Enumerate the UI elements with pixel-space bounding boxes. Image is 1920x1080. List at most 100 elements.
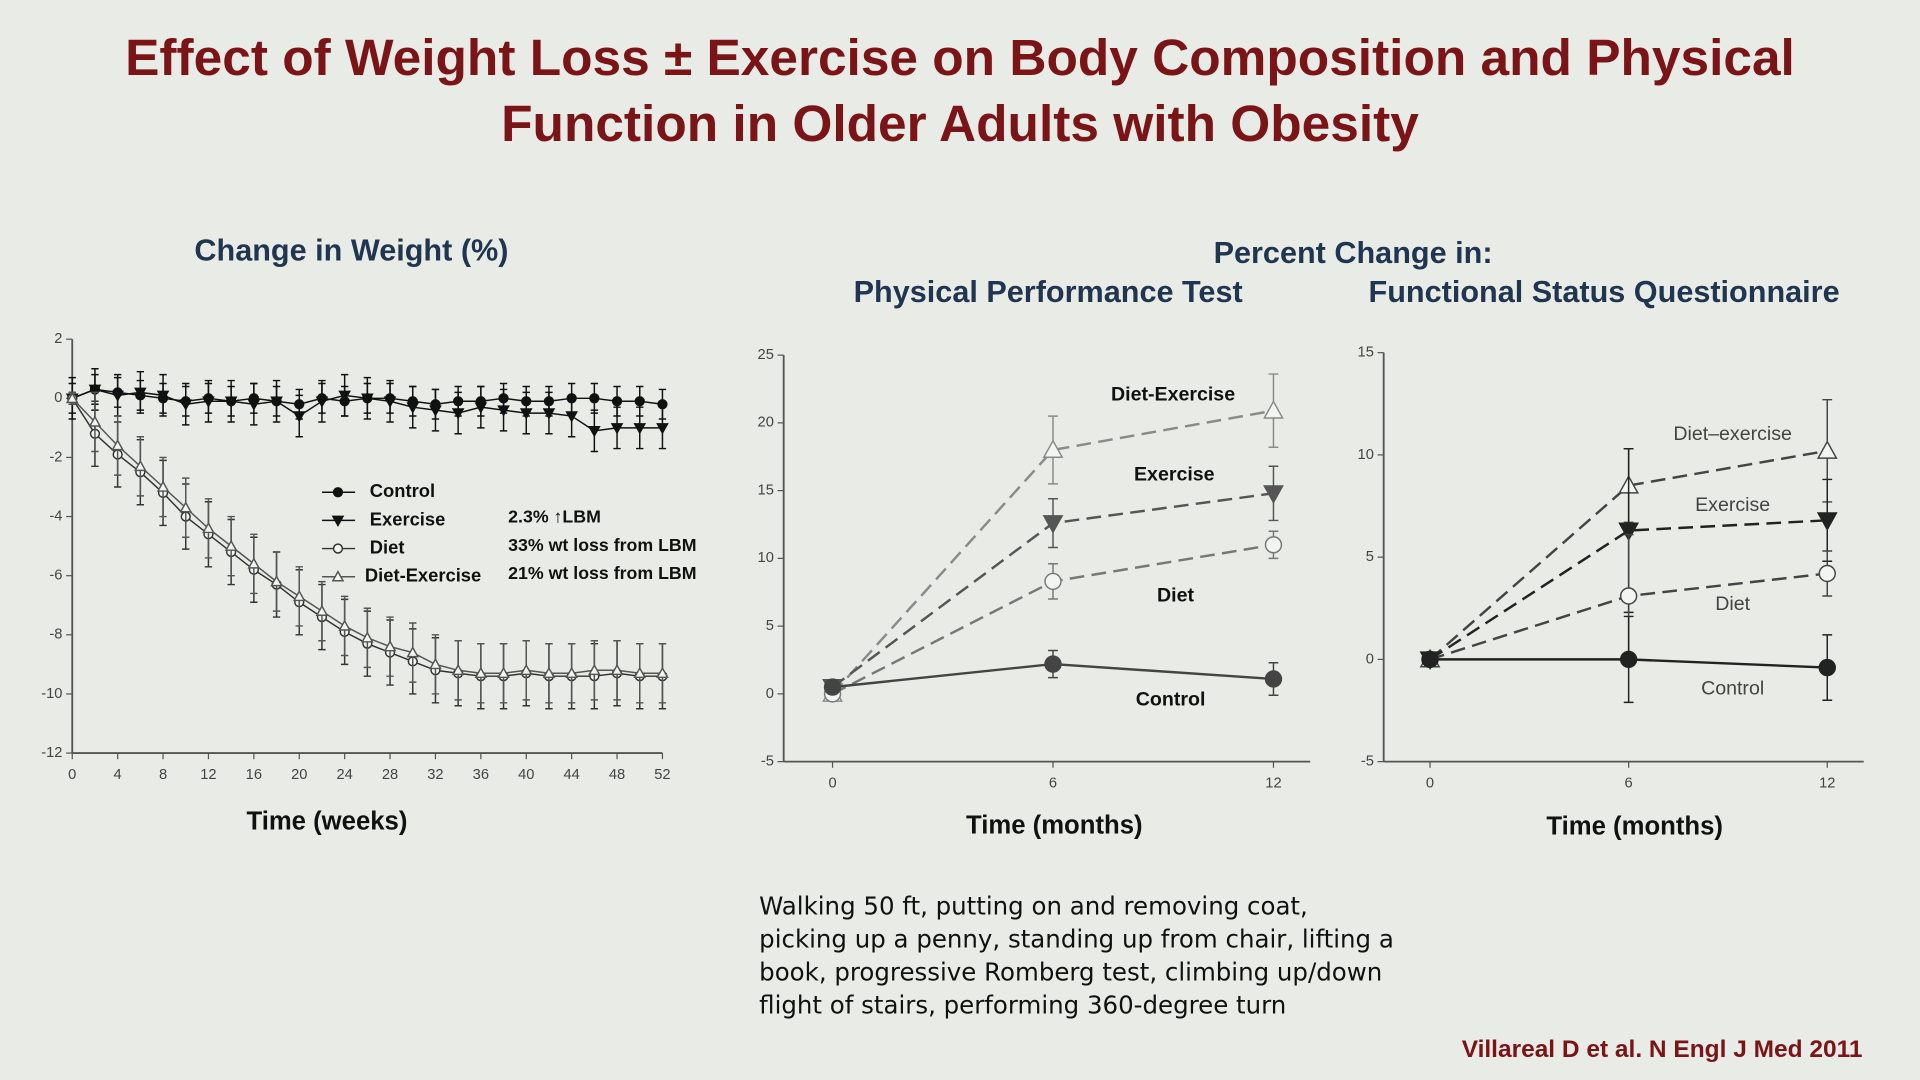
marker	[1044, 655, 1062, 673]
legend-marker	[332, 543, 344, 554]
x-tick-label: 12	[1819, 776, 1835, 792]
y-tick-label: -8	[49, 627, 62, 643]
x-tick-label: 12	[1265, 776, 1281, 792]
x-tick-label: 8	[159, 767, 167, 783]
x-tick-label: 0	[828, 776, 836, 792]
section-heading: Percent Change in:	[1214, 236, 1493, 270]
description: flight of stairs, performing 360-degree …	[759, 991, 1286, 1020]
marker	[292, 411, 306, 423]
marker	[1816, 512, 1838, 532]
marker	[224, 396, 238, 408]
marker	[202, 396, 215, 408]
x-tick-label: 28	[382, 767, 398, 783]
line-label: Control	[1701, 678, 1764, 700]
marker	[383, 640, 397, 652]
marker	[406, 645, 420, 658]
marker	[1263, 485, 1284, 504]
legend-marker	[331, 515, 345, 527]
x-tick-label: 12	[200, 767, 216, 783]
x-tick-label: 6	[1625, 776, 1633, 792]
marker	[565, 411, 578, 423]
marker	[224, 539, 238, 551]
x-tick-label: 4	[114, 767, 122, 783]
marker	[474, 402, 488, 414]
y-tick-label: -10	[41, 686, 62, 702]
y-tick-label: -2	[49, 449, 62, 465]
description: Walking 50 ft, putting on and removing c…	[759, 891, 1308, 920]
marker	[633, 423, 647, 435]
marker	[361, 393, 374, 405]
chart-title: Functional Status Questionnaire	[1369, 275, 1840, 309]
legend-marker	[331, 570, 345, 582]
x-tick-label: 52	[654, 767, 670, 783]
marker	[156, 480, 170, 492]
y-tick-label: 15	[1358, 345, 1374, 361]
y-tick-label: 20	[758, 415, 774, 431]
y-tick-label: 0	[1366, 651, 1374, 667]
legend-marker	[332, 487, 344, 498]
marker	[156, 390, 170, 402]
legend-label: Control	[370, 480, 435, 501]
y-tick-label: -6	[49, 568, 62, 584]
marker	[134, 387, 147, 399]
marker	[656, 666, 669, 679]
x-tick-label: 6	[1049, 776, 1057, 792]
marker	[247, 557, 261, 569]
line-label: Diet	[1157, 584, 1194, 606]
marker	[1818, 658, 1836, 677]
marker	[451, 663, 465, 676]
marker	[823, 678, 842, 696]
description: book, progressive Romberg test, climbing…	[759, 957, 1382, 986]
x-tick-label: 20	[291, 767, 307, 783]
x-tick-label: 44	[563, 767, 579, 783]
y-tick-label: -4	[49, 508, 62, 524]
line-label: Exercise	[1695, 494, 1770, 516]
y-tick-label: 25	[758, 347, 774, 363]
y-tick-label: -12	[41, 745, 62, 761]
y-tick-label: -5	[761, 754, 774, 770]
marker	[1619, 650, 1638, 669]
marker	[247, 399, 261, 411]
legend-note: 2.3% ↑LBM	[508, 507, 601, 527]
marker	[610, 663, 624, 676]
marker	[270, 396, 283, 408]
marker	[1042, 515, 1064, 534]
marker	[565, 666, 578, 679]
marker	[361, 631, 374, 643]
y-tick-label: 2	[54, 331, 62, 347]
marker	[406, 402, 420, 414]
marker	[611, 396, 623, 407]
y-tick-label: 0	[54, 390, 62, 406]
legend-label: Diet	[370, 536, 405, 557]
marker	[588, 663, 601, 676]
chart-title: Change in Weight (%)	[194, 233, 508, 267]
legend-note: 21% wt loss from LBM	[508, 563, 696, 583]
marker	[497, 666, 510, 679]
x-tick-label: 36	[473, 767, 489, 783]
marker	[656, 423, 669, 435]
marker	[633, 666, 647, 679]
x-tick-label: 48	[609, 767, 625, 783]
slide-title: Effect of Weight Loss ± Exercise on Body…	[125, 28, 1795, 86]
x-tick-label: 32	[427, 767, 443, 783]
marker	[134, 459, 147, 472]
marker	[1263, 399, 1284, 419]
marker	[315, 396, 329, 408]
legend-label: Exercise	[370, 508, 446, 529]
series-line	[1429, 449, 1828, 661]
line-label: Diet–exercise	[1673, 423, 1792, 445]
chart-title: Physical Performance Test	[854, 275, 1243, 309]
marker	[429, 405, 442, 417]
line-label: Control	[1136, 689, 1206, 711]
marker	[315, 604, 329, 616]
line-label: Diet-Exercise	[1111, 384, 1235, 406]
marker	[519, 663, 533, 676]
marker	[202, 521, 215, 534]
marker	[179, 399, 193, 411]
y-tick-label: 5	[1366, 549, 1374, 565]
marker	[1618, 522, 1640, 542]
x-tick-label: 0	[68, 767, 76, 783]
marker	[497, 405, 510, 417]
marker	[542, 666, 556, 679]
marker	[1044, 572, 1062, 591]
